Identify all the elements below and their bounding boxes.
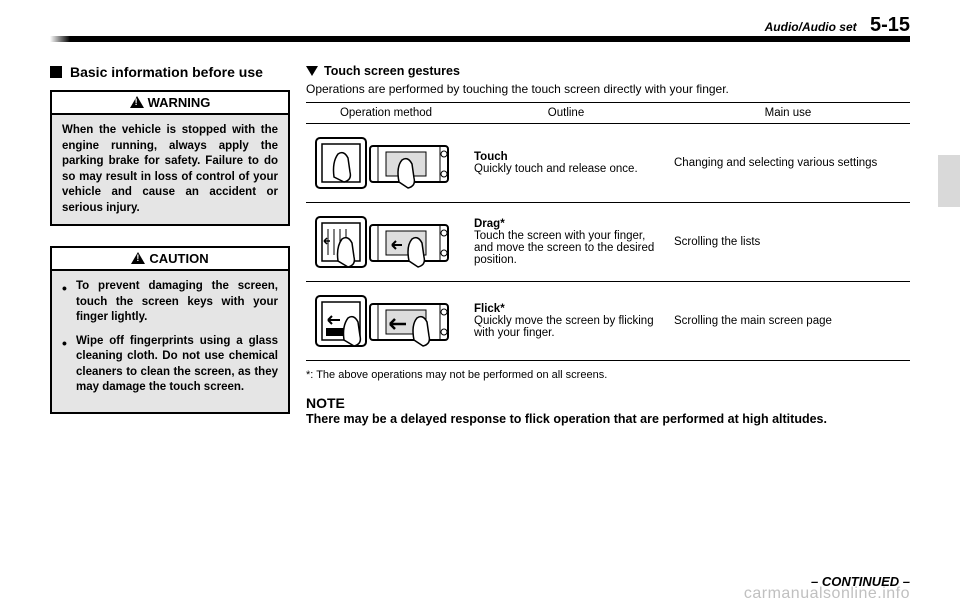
use-cell: Changing and selecting various settings <box>666 124 910 203</box>
col-header: Outline <box>466 103 666 124</box>
gesture-desc: Touch the screen with your finger, and m… <box>474 230 654 266</box>
caution-icon <box>131 252 145 264</box>
page-number: 5-15 <box>870 14 910 36</box>
section-name: Audio/Audio set <box>765 20 857 34</box>
heading-text: Basic information before use <box>70 64 263 80</box>
operation-image-cell <box>306 203 466 282</box>
sub-heading-text: Touch screen gestures <box>324 64 460 78</box>
outline-cell: Touch Quickly touch and release once. <box>466 124 666 203</box>
triangle-down-icon <box>306 66 318 76</box>
warning-header: WARNING <box>52 92 288 115</box>
gesture-title: Drag* <box>474 218 505 230</box>
warning-label: WARNING <box>148 95 211 110</box>
col-header: Operation method <box>306 103 466 124</box>
gestures-table: Operation method Outline Main use <box>306 102 910 361</box>
table-row: Touch Quickly touch and release once. Ch… <box>306 124 910 203</box>
outline-cell: Drag* Touch the screen with your finger,… <box>466 203 666 282</box>
intro-text: Operations are performed by touching the… <box>306 82 910 96</box>
left-column: Basic information before use WARNING Whe… <box>50 64 290 581</box>
page-header: Audio/Audio set 5-15 <box>765 14 910 37</box>
use-cell: Scrolling the main screen page <box>666 282 910 361</box>
drag-gesture-icon <box>314 211 454 273</box>
table-row: Drag* Touch the screen with your finger,… <box>306 203 910 282</box>
table-row: Flick* Quickly move the screen by flicki… <box>306 282 910 361</box>
footnote: *: The above operations may not be perfo… <box>306 369 910 381</box>
caution-label: CAUTION <box>149 251 208 266</box>
gesture-title: Flick* <box>474 303 505 315</box>
note-heading: NOTE <box>306 395 910 411</box>
col-header: Main use <box>666 103 910 124</box>
section-heading: Basic information before use <box>50 64 290 80</box>
caution-item: Wipe off fingerprints using a glass clea… <box>62 334 278 396</box>
right-column: Touch screen gestures Operations are per… <box>306 64 910 581</box>
subsection-heading: Touch screen gestures <box>306 64 910 78</box>
warning-box: WARNING When the vehicle is stopped with… <box>50 90 290 226</box>
caution-box: CAUTION To prevent damaging the screen, … <box>50 246 290 414</box>
flick-gesture-icon <box>314 290 454 352</box>
warning-icon <box>130 96 144 108</box>
side-tab <box>938 155 960 207</box>
gesture-title: Touch <box>474 151 508 163</box>
gesture-desc: Quickly touch and release once. <box>474 163 638 175</box>
watermark: carmanualsonline.info <box>744 585 910 603</box>
operation-image-cell <box>306 282 466 361</box>
operation-image-cell <box>306 124 466 203</box>
note-body: There may be a delayed response to flick… <box>306 411 910 428</box>
caution-header: CAUTION <box>52 248 288 271</box>
touch-gesture-icon <box>314 132 454 194</box>
outline-cell: Flick* Quickly move the screen by flicki… <box>466 282 666 361</box>
caution-body: To prevent damaging the screen, touch th… <box>52 271 288 412</box>
use-cell: Scrolling the lists <box>666 203 910 282</box>
square-bullet-icon <box>50 66 62 78</box>
gesture-desc: Quickly move the screen by flicking with… <box>474 315 654 339</box>
caution-item: To prevent damaging the screen, touch th… <box>62 279 278 326</box>
warning-body: When the vehicle is stopped with the eng… <box>52 115 288 224</box>
